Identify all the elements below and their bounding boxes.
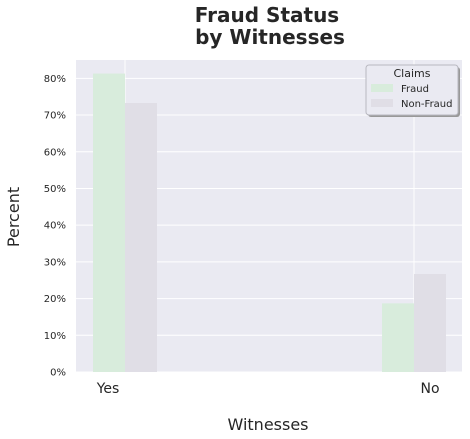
bar-non-fraud-no (414, 273, 446, 372)
x-axis-label: Witnesses (227, 415, 308, 434)
x-tick-label: Yes (96, 381, 120, 397)
legend-swatch (371, 99, 393, 107)
y-tick-label: 70% (44, 111, 66, 122)
y-axis-ticks: 0% 10% 20% 30% 40% 50% 60% 70% 80% (44, 74, 66, 379)
x-tick-label: No (420, 381, 439, 397)
legend-entry-label: Non-Fraud (401, 99, 453, 110)
chart-title-line-2: by Witnesses (195, 25, 345, 49)
legend: Claims Fraud Non-Fraud (365, 64, 460, 117)
legend-swatch (371, 84, 393, 92)
y-tick-label: 30% (44, 257, 66, 268)
bar-non-fraud-yes (125, 102, 157, 372)
bar-fraud-no (382, 303, 414, 372)
y-tick-label: 60% (44, 147, 66, 158)
y-tick-label: 80% (44, 74, 66, 85)
legend-title: Claims (394, 67, 431, 80)
y-tick-label: 10% (44, 331, 66, 342)
bar-fraud-yes (93, 73, 125, 372)
y-tick-label: 40% (44, 221, 66, 232)
y-tick-label: 50% (44, 184, 66, 195)
legend-entry-label: Fraud (401, 84, 429, 95)
chart-title-line-1: Fraud Status (195, 3, 339, 27)
bars (93, 73, 446, 372)
y-tick-label: 0% (50, 368, 66, 379)
y-tick-label: 20% (44, 294, 66, 305)
x-axis-ticks: Yes No (96, 381, 440, 397)
y-axis-label: Percent (4, 187, 23, 247)
